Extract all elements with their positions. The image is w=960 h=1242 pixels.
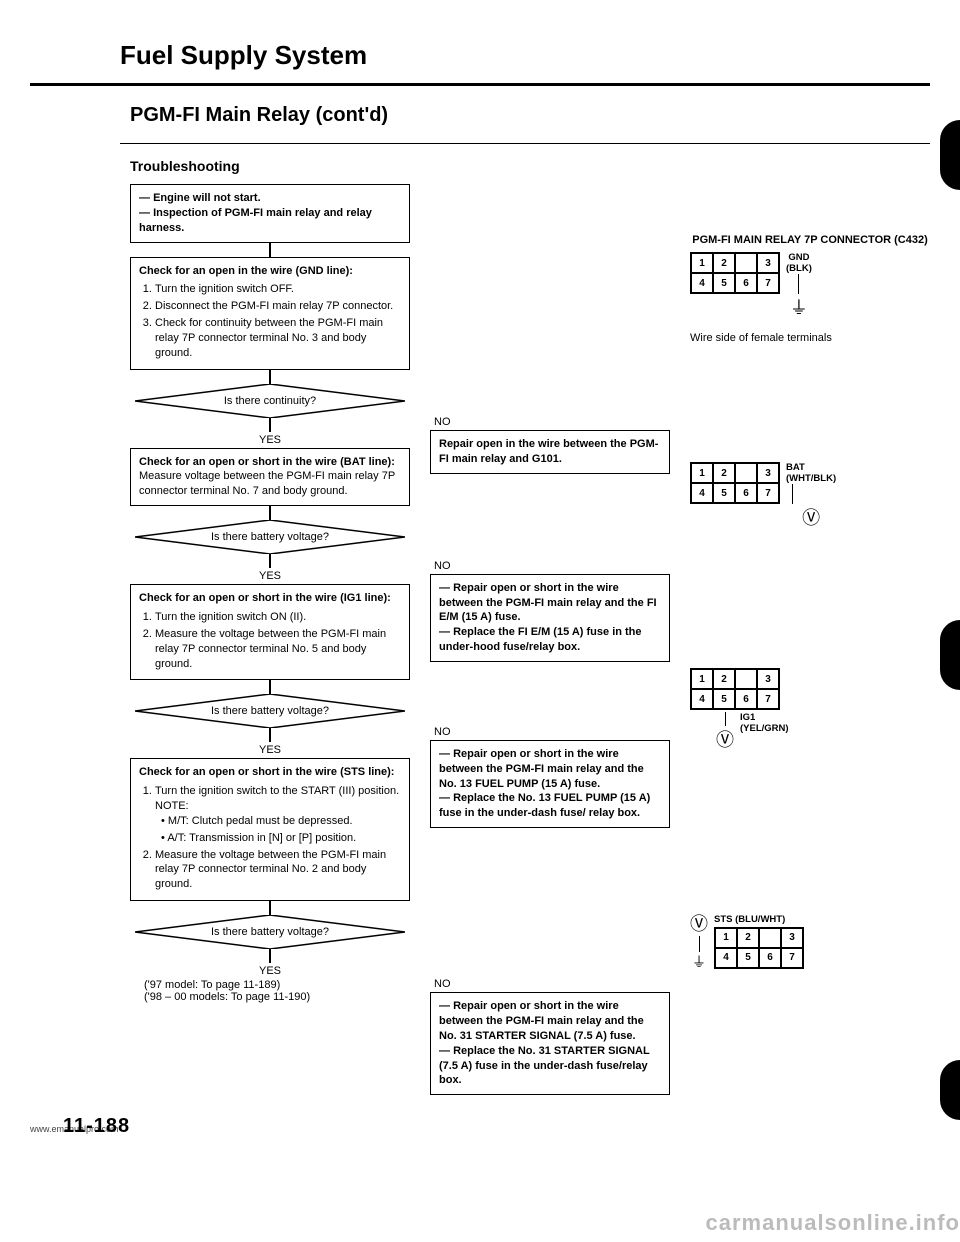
flow-check-gnd: Check for an open in the wire (GND line)… bbox=[130, 257, 410, 370]
flowchart-column: Engine will not start. Inspection of PGM… bbox=[130, 184, 410, 1095]
no-label: NO bbox=[434, 416, 451, 428]
ground-icon: ⏚ bbox=[690, 952, 708, 972]
connector-column: PGM-FI MAIN RELAY 7P CONNECTOR (C432) 1 … bbox=[690, 184, 930, 1095]
page-number: 11-188 bbox=[63, 1115, 130, 1137]
ground-icon: ⏚ bbox=[786, 294, 812, 320]
decision-battery-3: Is there battery voltage? bbox=[135, 915, 405, 949]
connector-bat: 1 2 3 4 5 6 7 BAT (WHT/BLK) Ⓥ bbox=[690, 462, 930, 530]
decision-battery-2: Is there battery voltage? bbox=[135, 694, 405, 728]
rule-thin bbox=[120, 143, 930, 144]
connector-ig1: 1 2 3 4 5 6 7 Ⓥ IG1 (YEL/GRN) bbox=[690, 668, 930, 752]
voltmeter-icon: Ⓥ bbox=[786, 504, 836, 530]
voltmeter-icon: Ⓥ bbox=[716, 726, 734, 752]
model-note: ('97 model: To page 11-189) ('98 – 00 mo… bbox=[130, 979, 410, 1003]
flow-start-box: Engine will not start. Inspection of PGM… bbox=[130, 184, 410, 243]
flow-check-sts: Check for an open or short in the wire (… bbox=[130, 758, 410, 901]
side-tab bbox=[940, 620, 960, 690]
flow-check-bat: Check for an open or short in the wire (… bbox=[130, 448, 410, 507]
wire-side-note: Wire side of female terminals bbox=[690, 332, 930, 344]
section-title: PGM-FI Main Relay (cont'd) bbox=[130, 104, 930, 127]
result-bat: Repair open or short in the wire between… bbox=[430, 574, 670, 662]
flow-check-ig1: Check for an open or short in the wire (… bbox=[130, 584, 410, 680]
no-label: NO bbox=[434, 560, 451, 572]
yes-label: YES bbox=[259, 570, 281, 582]
connector-sts: Ⓥ ⏚ STS (BLU/WHT) 1 2 3 4 5 6 7 bbox=[690, 910, 930, 972]
troubleshooting-heading: Troubleshooting bbox=[130, 158, 930, 174]
watermark-right: carmanualsonline.info bbox=[706, 1210, 960, 1236]
decision-continuity: Is there continuity? bbox=[135, 384, 405, 418]
yes-label: YES bbox=[259, 434, 281, 446]
yes-label: YES bbox=[259, 744, 281, 756]
side-tab bbox=[940, 120, 960, 190]
no-label: NO bbox=[434, 978, 451, 990]
result-sts: Repair open or short in the wire between… bbox=[430, 992, 670, 1095]
result-ig1: Repair open or short in the wire between… bbox=[430, 740, 670, 828]
decision-battery-1: Is there battery voltage? bbox=[135, 520, 405, 554]
result-column: NO Repair open in the wire between the P… bbox=[430, 184, 670, 1095]
page-title: Fuel Supply System bbox=[30, 40, 930, 71]
voltmeter-icon: Ⓥ bbox=[690, 910, 708, 936]
connector-gnd: 1 2 3 4 5 6 7 GND (BLK) ⏚ bbox=[690, 252, 930, 344]
connector-header: PGM-FI MAIN RELAY 7P CONNECTOR (C432) bbox=[690, 234, 930, 246]
no-label: NO bbox=[434, 726, 451, 738]
yes-label: YES bbox=[259, 965, 281, 977]
rule-thick bbox=[30, 83, 930, 86]
side-tab bbox=[940, 1060, 960, 1120]
result-gnd: Repair open in the wire between the PGM-… bbox=[430, 430, 670, 474]
